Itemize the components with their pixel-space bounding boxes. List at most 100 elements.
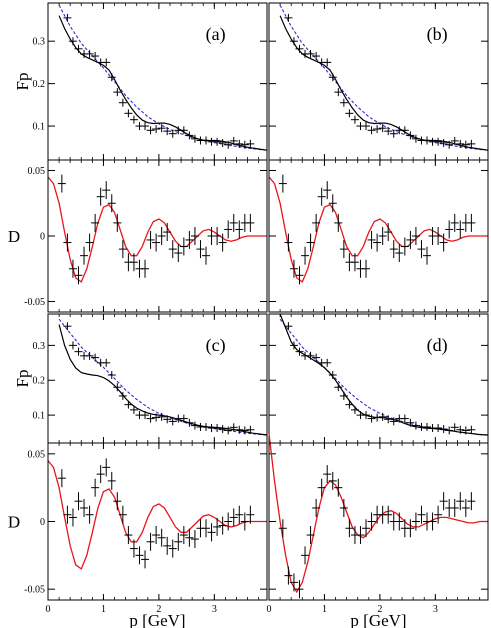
- d-data-point: [395, 244, 404, 263]
- fp-data-point: [400, 414, 409, 423]
- fp-data-point: [118, 98, 127, 107]
- fp-data-point: [450, 136, 459, 145]
- fp-data-point: [179, 126, 188, 135]
- fp-data-point: [350, 115, 359, 124]
- d-data-point: [218, 233, 227, 252]
- fp-data-point: [384, 415, 393, 424]
- fp-data-point: [406, 131, 415, 140]
- panel-a: 0.1 0.2 0.3 (a) Fp -0.05 0 0.05 D: [8, 2, 268, 313]
- d-plot: [268, 159, 489, 313]
- fp-data-point: [163, 415, 172, 424]
- y-tick-label: 0.3: [33, 341, 46, 352]
- fp-data-point: [85, 49, 94, 58]
- d-data-point: [312, 498, 321, 517]
- d-data-point: [124, 526, 133, 545]
- d-data-point: [141, 550, 150, 569]
- fp-data-point: [461, 140, 470, 149]
- d-data-point: [312, 213, 321, 232]
- d-data-point: [68, 508, 77, 527]
- d-data-point: [367, 512, 376, 531]
- fp-plot: (d): [268, 313, 489, 444]
- y-tick-label: 0.05: [28, 449, 46, 460]
- d-plot-frame: [47, 159, 268, 313]
- y-tick-label: 0.2: [33, 376, 46, 387]
- fp-data-point: [141, 411, 150, 420]
- fp-plot: (b): [268, 2, 489, 161]
- d-data-point: [174, 532, 183, 551]
- y-tick-label: 0.1: [33, 122, 46, 133]
- d-data-point: [146, 532, 155, 551]
- d-data-point: [350, 253, 359, 272]
- fp-data-point: [152, 125, 161, 134]
- d-data-point: [118, 505, 127, 524]
- d-data-point: [373, 233, 382, 252]
- x-tick-label: 2: [377, 604, 382, 615]
- fp-data-point: [345, 109, 354, 118]
- d-data-point: [102, 458, 111, 477]
- d-data-point: [168, 240, 177, 259]
- d-data-point: [207, 523, 216, 542]
- panel-tag: (a): [206, 24, 226, 45]
- d-plot: -0.05 0 0.05 D: [8, 159, 268, 313]
- d-data-point: [246, 505, 255, 524]
- fp-data-point: [334, 383, 343, 392]
- fp-data-point: [289, 37, 298, 46]
- fp-data-point: [306, 351, 315, 360]
- x-axis-title: p [GeV]: [129, 611, 185, 628]
- d-data-point: [152, 233, 161, 252]
- fp-data-point: [229, 136, 238, 145]
- d-data-point: [185, 528, 194, 547]
- fp-data-point: [345, 400, 354, 409]
- d-data-point: [389, 240, 398, 259]
- panel-d: (d) 0 1 2 3 p [GeV]: [267, 313, 489, 628]
- d-data-point: [96, 465, 105, 484]
- fp-data-point: [185, 131, 194, 140]
- fp-data-point: [323, 58, 332, 67]
- fp-data-point: [362, 122, 371, 131]
- fp-data-point: [146, 414, 155, 423]
- fp-data-point: [339, 98, 348, 107]
- d-data-point: [467, 492, 476, 511]
- fp-data-point: [107, 371, 116, 380]
- fp-data-point: [74, 44, 83, 53]
- fp-data-point: [373, 125, 382, 134]
- fp-data-point: [107, 73, 116, 82]
- fp-data-point: [185, 418, 194, 427]
- fp-data-point: [202, 422, 211, 431]
- fp-data-point: [289, 341, 298, 350]
- d-data-point: [185, 230, 194, 249]
- d-data-point: [80, 498, 89, 517]
- fp-data-point: [411, 134, 420, 143]
- fp-data-point: [157, 412, 166, 421]
- d-data-point: [218, 516, 227, 535]
- fp-data-point: [168, 417, 177, 426]
- d-plot-frame: [47, 442, 268, 601]
- d-data-point: [378, 227, 387, 245]
- d-data-point: [91, 478, 100, 497]
- fp-data-point: [367, 126, 376, 135]
- y-tick-label: 0.2: [33, 79, 46, 90]
- d-data-point: [450, 213, 459, 232]
- fp-data-point: [224, 140, 233, 149]
- d-data-point: [323, 181, 332, 200]
- fp-axis-title: Fp: [13, 73, 32, 91]
- fp-plot: 0.1 0.2 0.3 (c) Fp: [13, 313, 268, 444]
- d-plot-background: [269, 443, 488, 600]
- fp-data-point: [423, 136, 432, 145]
- fp-data-point: [91, 52, 100, 61]
- d-data-point: [384, 223, 393, 242]
- fp-data-point: [68, 341, 77, 350]
- fp-data-point: [378, 412, 387, 421]
- d-data-point: [74, 492, 83, 511]
- y-tick-label: 0.1: [33, 411, 46, 422]
- d-data-point: [246, 213, 255, 232]
- d-data-point: [57, 469, 66, 488]
- fp-data-point: [295, 347, 304, 356]
- d-data-point: [328, 471, 337, 490]
- fp-data-point: [229, 423, 238, 432]
- fp-data-point: [113, 88, 122, 97]
- fp-data-point: [362, 411, 371, 420]
- x-tick-label: 0: [46, 604, 51, 615]
- d-data-point: [339, 240, 348, 259]
- y-tick-label: -0.05: [24, 297, 45, 308]
